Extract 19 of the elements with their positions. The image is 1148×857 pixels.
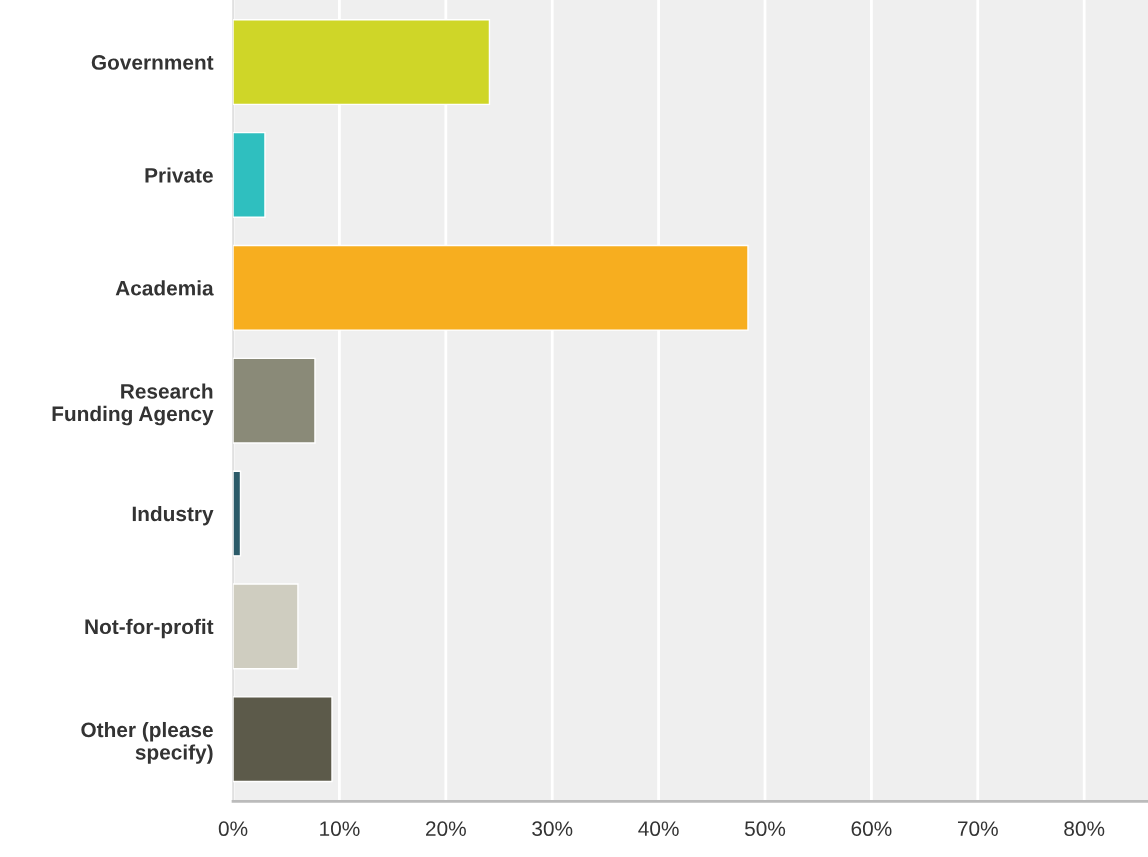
bar: [233, 131, 266, 218]
bar: [233, 357, 316, 444]
x-tick-label: 0%: [218, 821, 248, 837]
y-tick-label: Academia: [115, 280, 214, 296]
x-tick-label: 10%: [320, 821, 360, 837]
y-tick-label: Government: [91, 55, 214, 70]
x-tick-label: 60%: [851, 821, 892, 837]
x-tick-label: 40%: [638, 821, 679, 837]
x-tick-label: 30%: [532, 821, 573, 837]
y-tick-label: Research Funding Agency: [52, 383, 214, 426]
y-tick-label: Other (please specify): [81, 721, 213, 764]
x-tick-label: 50%: [744, 821, 786, 837]
y-tick-label: Not-for-profit: [85, 618, 214, 639]
y-tick-label: Industry: [132, 505, 214, 526]
y-tick-label: Private: [145, 167, 213, 183]
x-tick-label: 70%: [958, 821, 998, 837]
x-tick-label: 80%: [1064, 821, 1105, 837]
x-tick-label: 20%: [426, 821, 466, 837]
bar: [233, 696, 333, 783]
